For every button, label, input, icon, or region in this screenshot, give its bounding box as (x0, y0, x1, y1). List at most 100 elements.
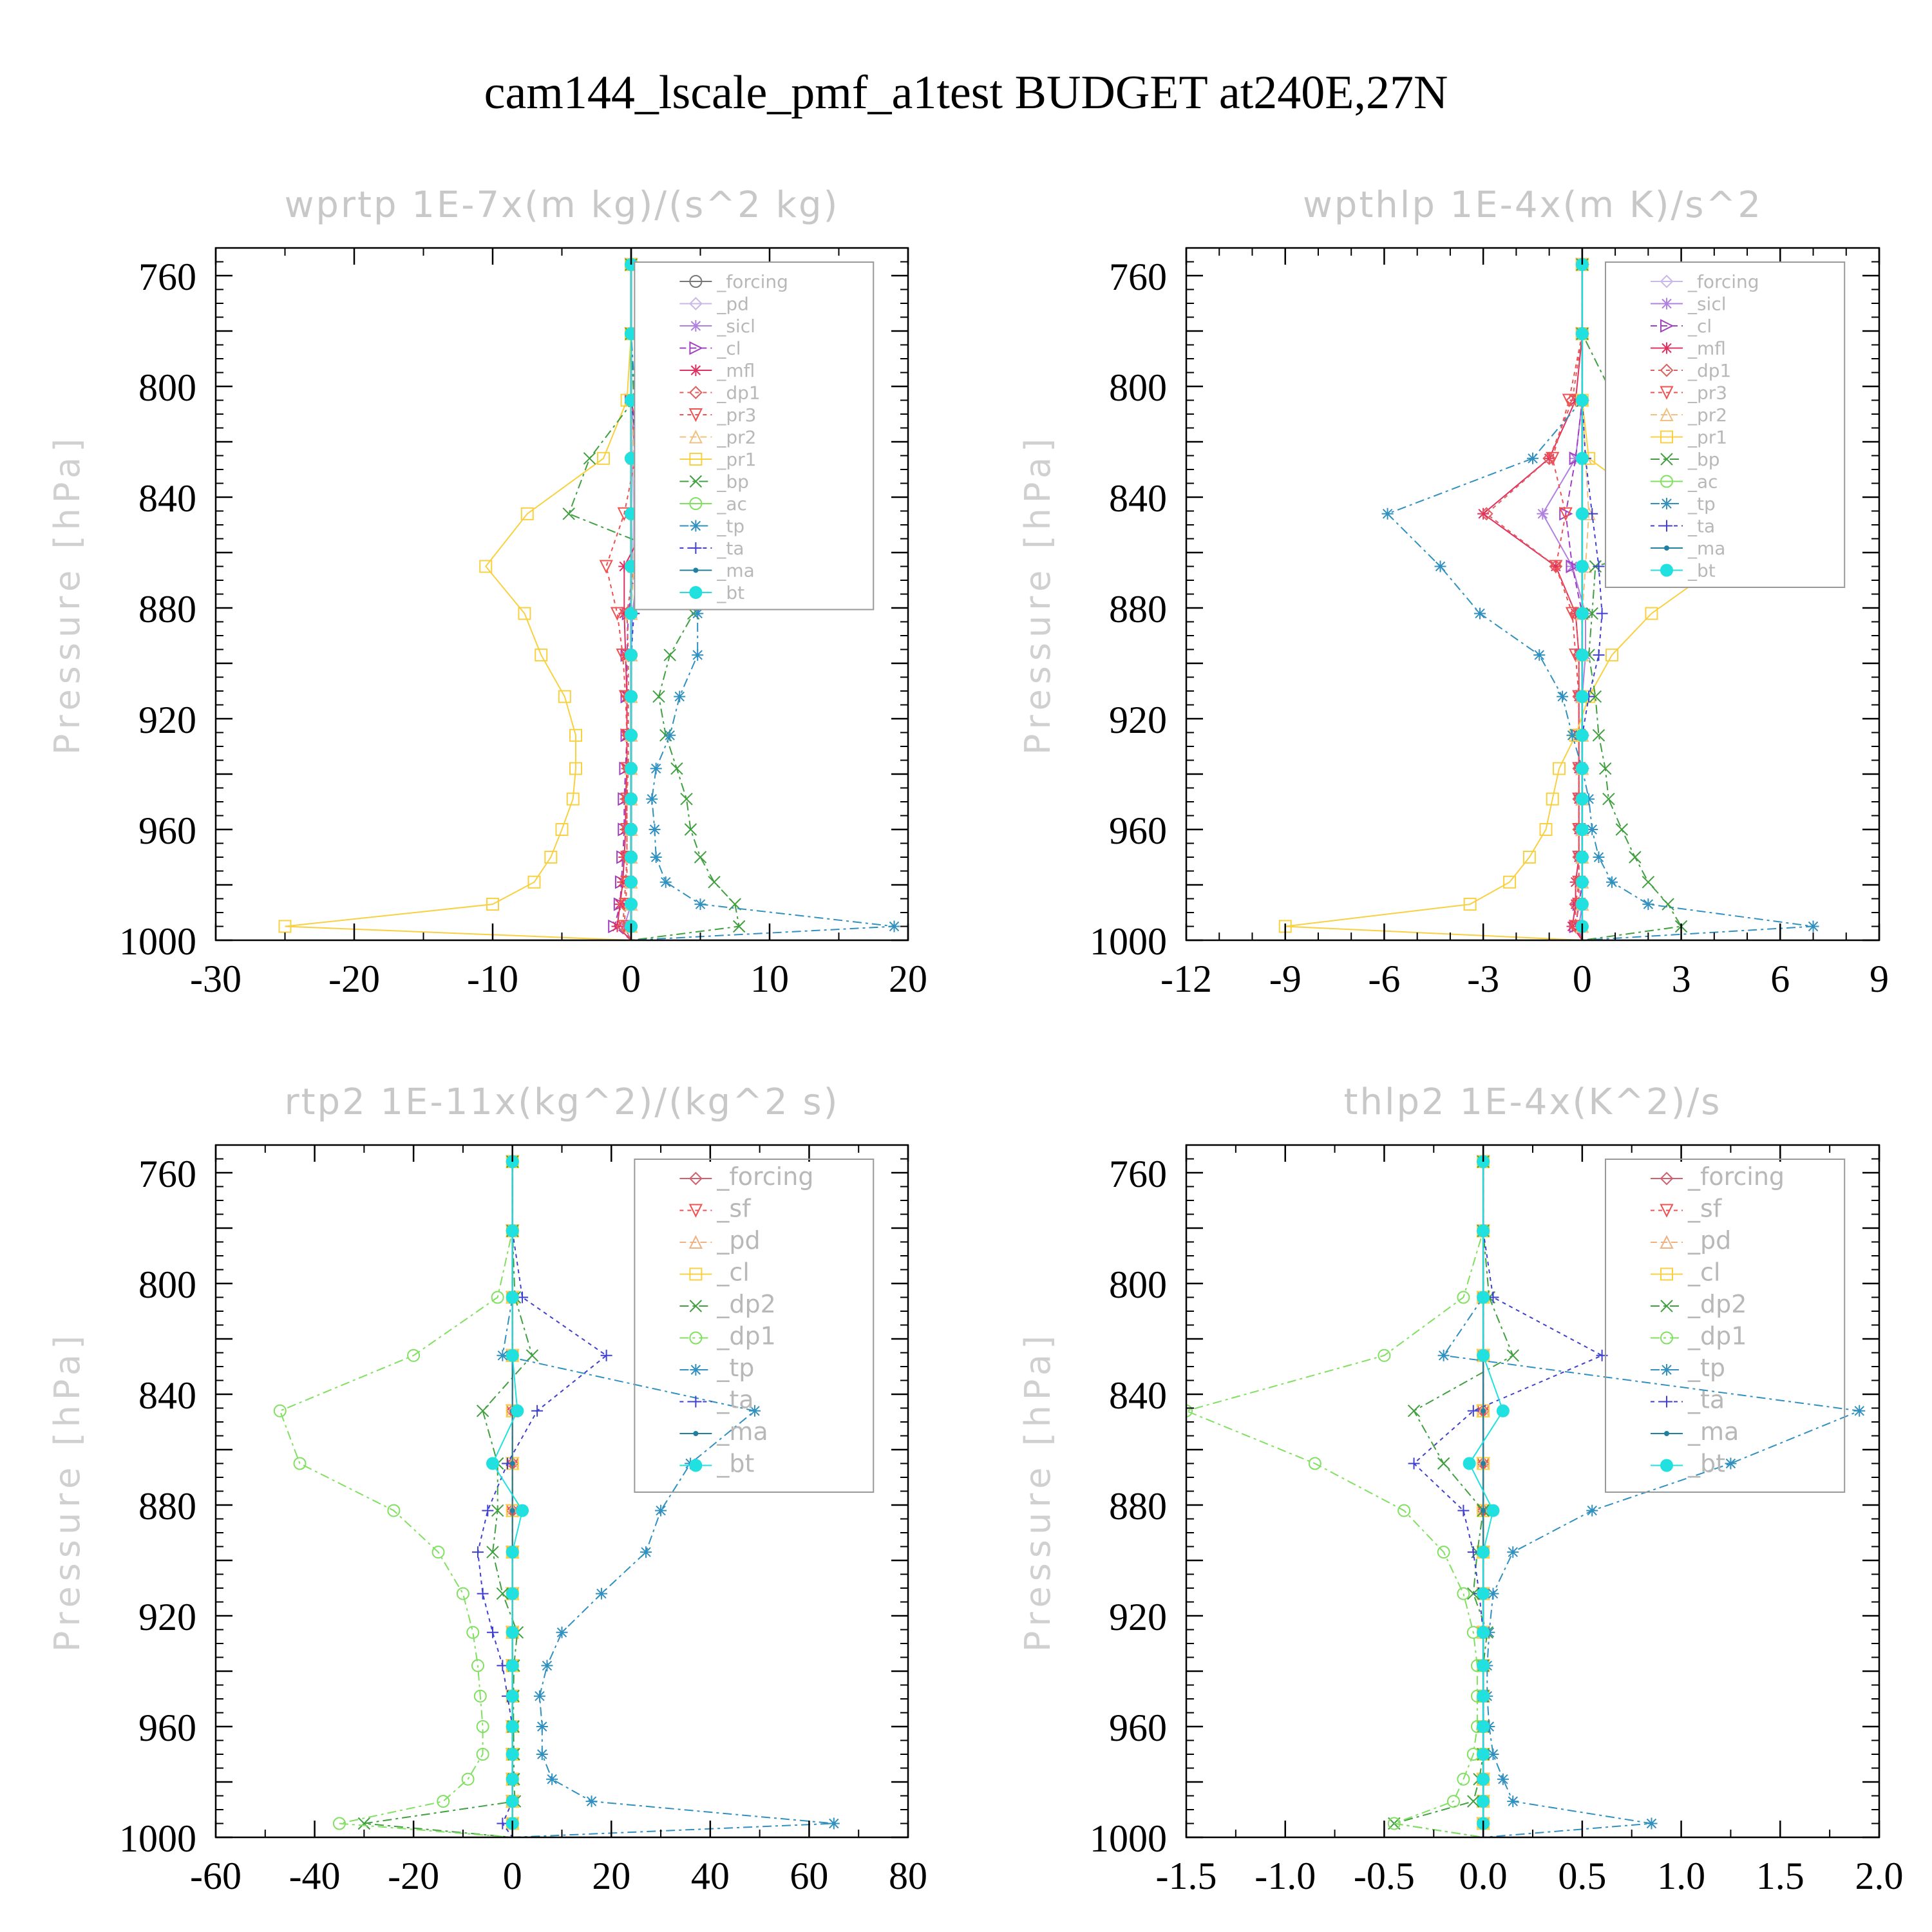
data-point (1457, 1291, 1470, 1304)
legend-marker (1660, 453, 1673, 466)
panel-title: wprtp 1E-7x(m kg)/(s^2 kg) (285, 184, 840, 226)
data-point (511, 1404, 524, 1417)
y-tick-label: 960 (138, 1707, 196, 1749)
legend-label: _bp (1687, 449, 1720, 470)
data-point (1593, 560, 1605, 573)
legend-label: _forcing (1687, 271, 1759, 292)
legend-marker (1660, 1459, 1673, 1472)
legend-label: _dp2 (1687, 1290, 1747, 1318)
legend: _forcing_pd_sicl_cl_mfl_dp1_pr3_pr2_pr1_… (634, 261, 875, 611)
data-point (597, 451, 610, 465)
legend-marker (688, 1235, 703, 1249)
data-point (479, 560, 493, 573)
legend-marker (688, 297, 703, 310)
data-point (506, 1291, 519, 1304)
series-line-ta (477, 1161, 608, 1837)
legend-marker (1660, 430, 1673, 444)
legend-label: _pd (716, 1226, 760, 1255)
y-tick-label: 960 (1109, 1707, 1167, 1749)
data-point (544, 851, 558, 864)
x-axis: -1.5 -1.0 -0.5 0.0 0.5 1.0 1.5 2.0 (1156, 1145, 1904, 1897)
data-point (1558, 507, 1573, 522)
data-point (556, 1626, 568, 1638)
legend-marker (689, 275, 703, 288)
data-point (437, 1795, 450, 1808)
x-tick-label: -40 (289, 1855, 341, 1897)
data-point (1575, 560, 1589, 573)
y-tick-label: 760 (138, 256, 196, 298)
x-tick-label: -3 (1467, 958, 1499, 1000)
series-line-dp2 (364, 1161, 533, 1837)
data-point (506, 1659, 519, 1672)
x-tick-label: 0 (1573, 958, 1592, 1000)
data-point (585, 1795, 598, 1808)
data-point (566, 792, 580, 806)
data-point (520, 507, 534, 520)
data-point (625, 762, 638, 775)
data-point (1549, 560, 1562, 573)
x-tick-label: 0.0 (1459, 1855, 1508, 1897)
data-point (506, 1625, 519, 1639)
data-point (692, 649, 704, 661)
data-point (486, 1457, 499, 1470)
legend-marker (1660, 1331, 1673, 1345)
data-point (694, 898, 706, 911)
legend-label: _forcing (716, 1162, 813, 1191)
legend-marker (1660, 498, 1672, 509)
y-tick-label: 800 (1109, 366, 1167, 409)
data-point (664, 729, 676, 741)
data-point (1549, 560, 1563, 574)
data-point (1381, 507, 1394, 520)
data-point (1575, 762, 1589, 775)
series-line-tp (630, 264, 895, 940)
y-axis-label: Pressure [hPa] (47, 433, 88, 755)
data-point (1575, 393, 1589, 407)
legend-label: _tp (716, 516, 744, 537)
y-tick-label: 960 (138, 810, 196, 852)
legend-marker (690, 1396, 702, 1408)
data-point (506, 1587, 519, 1600)
data-point (506, 1546, 519, 1559)
x-tick-label: -12 (1160, 958, 1212, 1000)
data-point (1645, 607, 1658, 620)
data-point (1575, 823, 1589, 836)
data-point (748, 1405, 761, 1417)
x-tick-label: -20 (388, 1855, 439, 1897)
data-point (1467, 1587, 1480, 1600)
data-point (583, 452, 596, 465)
data-point (1437, 1457, 1450, 1470)
data-point (506, 1720, 519, 1733)
legend-label: _bt (1687, 1450, 1725, 1478)
data-point (663, 649, 676, 661)
data-point (1457, 1772, 1470, 1786)
series-line-dp2 (1394, 1161, 1514, 1837)
legend-label: _pd (716, 294, 749, 315)
data-point (1477, 1349, 1490, 1362)
x-axis: -12 -9 -6 -3 0 3 6 9 (1160, 248, 1889, 1000)
x-tick-label: -1.5 (1156, 1855, 1217, 1897)
data-point (1503, 875, 1517, 889)
data-point (1569, 452, 1582, 464)
data-point (1575, 728, 1589, 742)
data-point (1186, 1404, 1193, 1417)
y-tick-label: 920 (1109, 1596, 1167, 1638)
data-point (599, 560, 613, 574)
data-point (476, 1720, 489, 1733)
legend-marker (1660, 298, 1672, 310)
legend-label: _pd (1687, 1226, 1731, 1255)
data-point (610, 607, 625, 621)
legend-label: _dp2 (716, 1290, 775, 1318)
data-point (1479, 507, 1493, 521)
data-point (1575, 327, 1589, 341)
x-tick-label: 1.5 (1756, 1855, 1804, 1897)
legend-label: _sicl (1687, 294, 1727, 315)
data-point (1437, 1349, 1450, 1361)
legend-marker (689, 497, 703, 510)
y-axis-label: Pressure [hPa] (1018, 1331, 1058, 1652)
data-point (1477, 1689, 1490, 1703)
data-point (1497, 1773, 1509, 1785)
data-point (708, 875, 721, 889)
legend-marker (1660, 319, 1674, 333)
legend-label: _ma (1687, 1417, 1739, 1446)
data-point (1486, 1504, 1500, 1517)
